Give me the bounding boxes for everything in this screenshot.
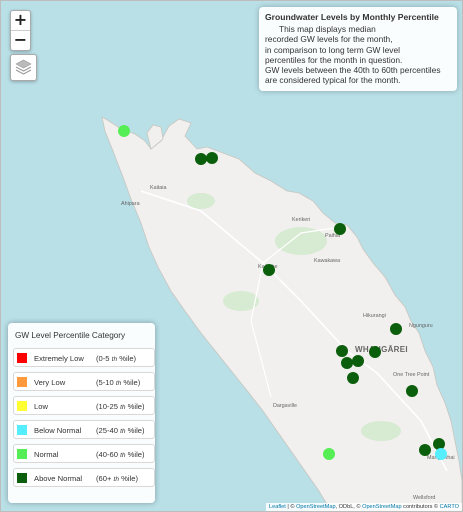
legend-swatch: [17, 449, 27, 459]
legend-swatch: [17, 425, 27, 435]
legend-label: Below Normal: [34, 426, 82, 435]
info-line: GW levels between the 40th to 60th perce…: [265, 65, 441, 76]
station-marker[interactable]: [206, 152, 218, 164]
station-marker[interactable]: [435, 448, 447, 460]
legend-swatch: [17, 473, 27, 483]
legend-range: (10-25 th %ile): [96, 402, 145, 411]
place-label: Dargaville: [273, 403, 297, 409]
zoom-control: + −: [10, 10, 31, 51]
legend-range: (25-40 th %ile): [96, 426, 145, 435]
place-label: Ahipara: [121, 201, 140, 207]
station-marker[interactable]: [352, 355, 364, 367]
park-area: [361, 421, 401, 441]
legend-range: (40-60 th %ile): [96, 450, 145, 459]
layers-icon: [15, 59, 32, 75]
info-line: in comparison to long term GW level: [265, 44, 400, 55]
road: [262, 226, 342, 264]
carto-link[interactable]: CARTO: [439, 504, 459, 510]
place-label: WHANGĀREI: [355, 345, 408, 354]
legend-item-low[interactable]: Low (10-25 th %ile): [13, 396, 155, 415]
legend-label: Normal: [34, 450, 59, 459]
place-label: Ngunguru: [409, 323, 433, 329]
place-label: Kaitaia: [150, 185, 167, 191]
info-line: are considered typical for the month.: [265, 75, 401, 86]
info-line: This map displays median: [279, 24, 376, 34]
osm-link[interactable]: OpenStreetMap: [296, 504, 336, 510]
road: [140, 190, 448, 472]
legend-panel: GW Level Percentile Category Extremely L…: [8, 323, 155, 503]
info-panel: Groundwater Levels by Monthly Percentile…: [259, 7, 457, 91]
place-label: One Tree Point: [393, 372, 430, 378]
station-marker[interactable]: [347, 372, 359, 384]
legend-item-extremely-low[interactable]: Extremely Low (0-5 th %ile): [13, 348, 155, 367]
legend-item-above-normal[interactable]: Above Normal (60+ th %ile): [13, 468, 155, 487]
leaflet-link[interactable]: Leaflet: [269, 504, 286, 510]
legend-label: Very Low: [34, 378, 66, 387]
legend-range: (5-10 th %ile): [96, 378, 141, 387]
zoom-in-button[interactable]: +: [13, 10, 28, 29]
station-marker[interactable]: [118, 125, 130, 137]
station-marker[interactable]: [195, 153, 207, 165]
station-marker[interactable]: [369, 346, 381, 358]
station-marker[interactable]: [336, 345, 348, 357]
park-area: [275, 227, 327, 255]
legend-range: (60+ th %ile): [96, 474, 138, 483]
station-marker[interactable]: [263, 264, 275, 276]
station-marker[interactable]: [323, 448, 335, 460]
road: [250, 262, 272, 398]
info-line: recorded GW levels for the month,: [265, 34, 393, 45]
station-marker[interactable]: [341, 357, 353, 369]
place-label: Paihia: [325, 233, 340, 239]
legend-swatch: [17, 401, 27, 411]
station-marker[interactable]: [419, 444, 431, 456]
place-label: Kerikeri: [292, 217, 311, 223]
zoom-out-button[interactable]: −: [11, 30, 30, 50]
station-marker[interactable]: [334, 223, 346, 235]
station-marker[interactable]: [433, 438, 445, 450]
station-marker[interactable]: [390, 323, 402, 335]
northland-landmass: [101, 116, 462, 511]
station-marker[interactable]: [406, 385, 418, 397]
place-label: Wellsford: [413, 495, 436, 501]
place-label: Hikurangi: [363, 313, 386, 319]
legend-item-very-low[interactable]: Very Low (5-10 th %ile): [13, 372, 155, 391]
info-line: percentiles for the month in question.: [265, 54, 403, 65]
legend-swatch: [17, 377, 27, 387]
layers-button[interactable]: [10, 54, 37, 81]
legend-item-below-normal[interactable]: Below Normal (25-40 th %ile): [13, 420, 155, 439]
info-title: Groundwater Levels by Monthly Percentile: [265, 12, 439, 22]
legend-range: (0-5 th %ile): [96, 354, 137, 363]
legend-title: GW Level Percentile Category: [15, 331, 126, 340]
legend-label: Low: [34, 402, 48, 411]
legend-label: Above Normal: [34, 474, 83, 483]
map-attribution: Leaflet | © OpenStreetMap, ODbL, © OpenS…: [266, 503, 462, 511]
park-area: [223, 291, 259, 311]
osm-contributors-link[interactable]: OpenStreetMap: [362, 504, 402, 510]
legend-item-normal[interactable]: Normal (40-60 th %ile): [13, 444, 155, 463]
legend-swatch: [17, 353, 27, 363]
legend-label: Extremely Low: [34, 354, 84, 363]
park-area: [187, 193, 215, 209]
place-label: Kawakawa: [314, 258, 341, 264]
north-cape: [146, 124, 164, 150]
